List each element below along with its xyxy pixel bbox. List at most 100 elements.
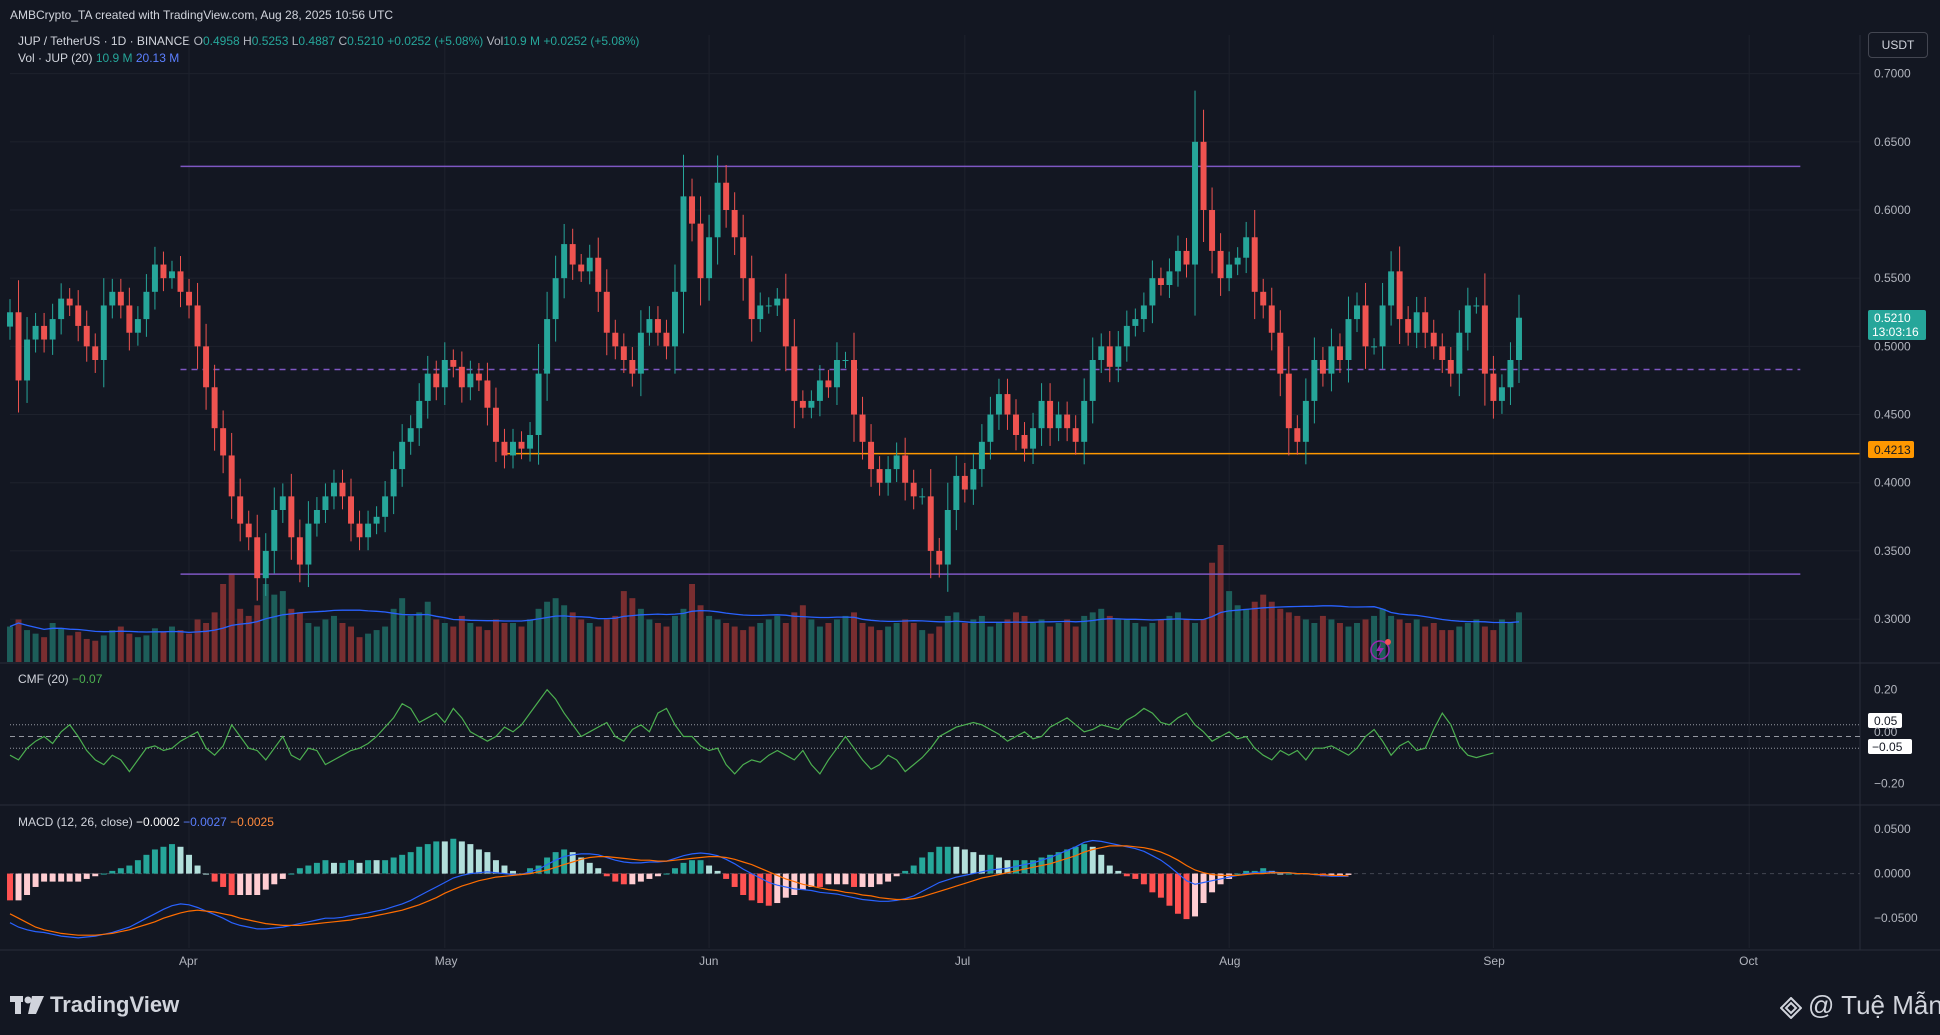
volume-bar	[723, 623, 730, 662]
macd-histogram-bar	[271, 873, 278, 885]
volume-bar	[603, 619, 610, 662]
volume-bar	[1285, 612, 1292, 662]
candle-body	[1021, 435, 1028, 449]
macd-histogram-bar	[1089, 846, 1096, 874]
macd-histogram-bar	[927, 852, 934, 874]
time-tick-label: Oct	[1739, 954, 1758, 968]
candle-body	[646, 319, 653, 333]
macd-histogram-bar	[544, 857, 551, 874]
macd-histogram-bar	[944, 846, 951, 874]
candle-body	[1371, 346, 1378, 348]
volume-bar	[586, 623, 593, 662]
tradingview-brand[interactable]: TradingView	[10, 992, 179, 1018]
alert-icon[interactable]	[1370, 639, 1391, 660]
candle-body	[441, 360, 448, 388]
macd-histogram-bar	[7, 873, 13, 901]
volume-bar	[919, 630, 926, 662]
brand-name: TradingView	[50, 992, 180, 1017]
macd-histogram-bar	[296, 868, 303, 874]
volume-bar	[245, 615, 252, 662]
close-value: 0.5210	[347, 34, 384, 48]
time-tick-label: Aug	[1219, 954, 1240, 968]
volume-bar	[228, 573, 235, 662]
candle-body	[637, 332, 644, 374]
volume-bar	[1413, 619, 1420, 662]
price-tags: 0.5210 13:03:16 0.4213 0.05 0.00 −0.05	[1868, 310, 1926, 754]
candle-body	[254, 537, 261, 579]
candle-body	[433, 373, 440, 388]
cmf-title[interactable]: CMF (20)	[18, 672, 69, 686]
volume-bar	[1336, 623, 1343, 662]
candle-body	[629, 360, 636, 374]
candle-body	[1013, 414, 1019, 435]
volume-bar	[160, 631, 167, 662]
volume-bar	[279, 591, 286, 662]
volume-bar	[961, 623, 968, 662]
macd-histogram-bar	[501, 865, 508, 874]
macd-histogram-bar	[83, 873, 90, 879]
volume-bar	[671, 615, 678, 662]
macd-histogram-bar	[92, 873, 99, 877]
volume-legend[interactable]: Vol · JUP (20) 10.9 M 20.13 M	[18, 51, 179, 65]
volume-bar	[1405, 623, 1412, 662]
macd-title[interactable]: MACD (12, 26, close)	[18, 815, 133, 829]
volume-bar	[637, 608, 644, 662]
candle-body	[288, 496, 295, 538]
watermark-text: @ Tuệ Mẫn	[1808, 990, 1940, 1020]
volume-indicator-title[interactable]: Vol · JUP (20)	[18, 51, 93, 65]
volume-bar	[774, 615, 781, 662]
candle-body	[868, 441, 875, 470]
macd-histogram-bar	[15, 873, 22, 901]
macd-histogram-bar	[1132, 873, 1139, 879]
macd-legend[interactable]: MACD (12, 26, close) −0.0002 −0.0027 −0.…	[18, 815, 274, 829]
volume-bar	[75, 631, 82, 662]
volume-bar	[339, 623, 346, 662]
symbol-title[interactable]: JUP / TetherUS · 1D · BINANCE	[18, 34, 191, 48]
volume-bar	[66, 635, 73, 662]
volume-bar	[1422, 626, 1429, 662]
candle-body	[356, 523, 363, 538]
candle-body	[1055, 414, 1062, 429]
macd-histogram-bar	[262, 873, 269, 890]
volume-bar	[1371, 615, 1378, 662]
volume-bar	[1157, 619, 1164, 662]
macd-histogram-bar	[365, 860, 372, 874]
volume-bar	[1362, 619, 1369, 662]
candle-body	[245, 523, 252, 538]
time-axis[interactable]: Apr May Jun Jul Aug Sep Oct	[179, 954, 1758, 968]
macd-histogram-bar	[620, 873, 627, 885]
macd-histogram-bar	[527, 868, 534, 874]
cmf-legend[interactable]: CMF (20) −0.07	[18, 672, 102, 686]
macd-histogram-bar	[1166, 873, 1173, 906]
price-axis[interactable]: 0.7000 0.6500 0.6000 0.5500 0.5000 0.4500 0.40…	[1874, 67, 1911, 626]
volume-bar	[271, 594, 278, 662]
volume-bar	[1089, 612, 1096, 662]
candle-body	[859, 414, 866, 442]
macd-histogram-bar	[876, 873, 883, 885]
candle-body	[117, 291, 124, 306]
macd-histogram-bar	[1123, 873, 1130, 877]
currency-button[interactable]: USDT	[1868, 32, 1928, 58]
candle-body	[757, 305, 764, 320]
candle-body	[689, 196, 696, 224]
macd-histogram-bar	[578, 857, 585, 874]
volume-bar	[1209, 562, 1216, 662]
volume-bar	[1388, 615, 1395, 662]
candle-body	[1319, 360, 1326, 374]
volume-bar	[544, 601, 551, 662]
macd-histogram-bar	[399, 854, 406, 874]
pane-separators[interactable]	[0, 35, 1940, 951]
price-legend[interactable]: JUP / TetherUS · 1D · BINANCE O0.4958 H0…	[18, 34, 639, 48]
macd-tick-label: 0.0500	[1874, 822, 1911, 836]
volume-ma-line	[9, 605, 1520, 634]
cmf-lower-tag	[1868, 739, 1912, 754]
candle-body	[32, 325, 39, 340]
horizontal-levels[interactable]	[180, 165, 1860, 575]
candle-body	[143, 291, 150, 320]
candle-body	[271, 510, 278, 551]
candle-body	[399, 441, 406, 470]
macd-histogram-bar	[987, 854, 994, 874]
volume-bar	[1481, 626, 1488, 662]
volume-bar	[356, 637, 363, 662]
